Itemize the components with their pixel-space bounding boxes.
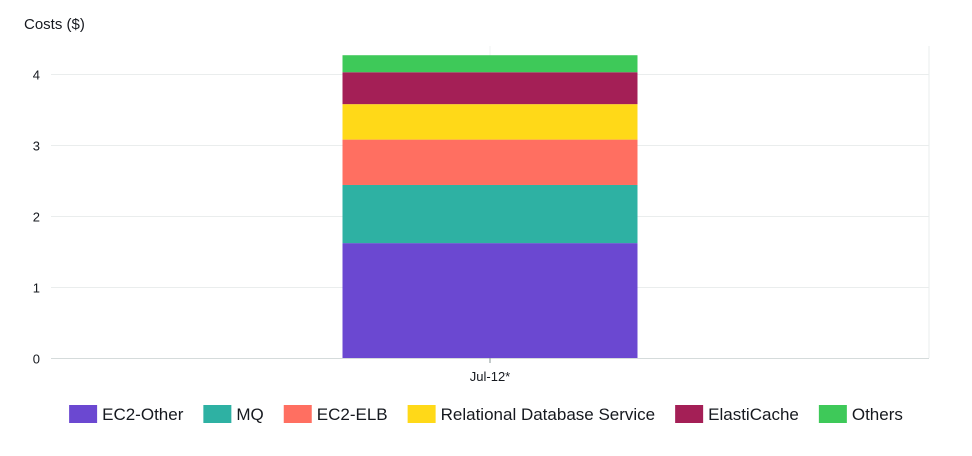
y-tick-label: 0 bbox=[33, 352, 40, 367]
legend-item-ec2-elb[interactable]: EC2-ELB bbox=[283, 405, 388, 424]
bar-segment-others[interactable] bbox=[342, 55, 638, 73]
legend-label: Relational Database Service bbox=[441, 405, 656, 424]
y-axis: 0 1 2 3 4 bbox=[33, 68, 40, 367]
y-tick-label: 3 bbox=[33, 139, 40, 154]
x-tick-label: Jul-12* bbox=[470, 369, 510, 384]
y-tick-label: 2 bbox=[33, 210, 40, 225]
bar-segment-relational-database-service[interactable] bbox=[342, 104, 638, 140]
legend-label: Others bbox=[852, 405, 903, 424]
y-axis-title: Costs ($) bbox=[24, 16, 85, 33]
legend-label: ElastiCache bbox=[708, 405, 799, 424]
legend-swatch bbox=[69, 405, 98, 423]
bar-segment-ec2-elb[interactable] bbox=[342, 139, 638, 185]
legend-swatch bbox=[203, 405, 232, 423]
legend-item-ec2-other[interactable]: EC2-Other bbox=[69, 405, 184, 424]
legend-item-mq[interactable]: MQ bbox=[203, 405, 264, 424]
bar-segment-mq[interactable] bbox=[342, 184, 638, 244]
legend-swatch bbox=[675, 405, 704, 423]
x-axis: Jul-12* bbox=[470, 358, 510, 384]
legend-item-relational-database-service[interactable]: Relational Database Service bbox=[407, 405, 656, 424]
legend-label: EC2-Other bbox=[102, 405, 184, 424]
legend-label: MQ bbox=[236, 405, 263, 424]
y-tick-label: 4 bbox=[33, 68, 40, 83]
legend-item-elasticache[interactable]: ElastiCache bbox=[675, 405, 799, 424]
legend-swatch bbox=[283, 405, 312, 423]
legend-label: EC2-ELB bbox=[317, 405, 388, 424]
y-tick-label: 1 bbox=[33, 281, 40, 296]
bar-segment-ec2-other[interactable] bbox=[342, 243, 638, 358]
legend-item-others[interactable]: Others bbox=[818, 405, 903, 424]
stacked-bars[interactable] bbox=[342, 55, 638, 358]
legend[interactable]: EC2-Other MQ EC2-ELB Relational Database Se… bbox=[69, 405, 903, 424]
legend-swatch bbox=[407, 405, 436, 423]
legend-swatch bbox=[818, 405, 847, 423]
bar-segment-elasticache[interactable] bbox=[342, 72, 638, 105]
